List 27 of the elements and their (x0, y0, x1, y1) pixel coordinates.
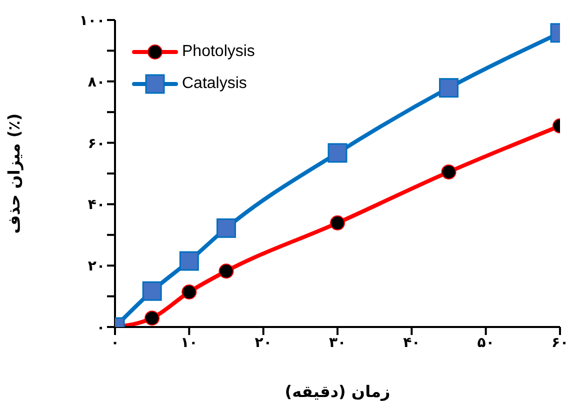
point (328, 143, 348, 163)
point (182, 284, 197, 300)
point (330, 215, 345, 230)
point (441, 164, 456, 180)
y-tick-label: ۰ (96, 320, 105, 336)
y-tick-label: ۲۰ (88, 258, 105, 275)
x-tick-label: ۶۰ (551, 334, 569, 351)
y-tick-label: ۴۰ (88, 197, 105, 214)
x-tick-label: ۱۰ (180, 334, 198, 351)
y-tick-label: ۸۰ (88, 74, 105, 90)
x-tick-label: ۳۰ (328, 334, 346, 351)
x-tick-label: ۰ (110, 334, 120, 351)
x-tick-label: ۲۰ (254, 334, 272, 351)
point (439, 78, 458, 98)
y-tick-label: ۶۰ (88, 136, 105, 152)
x-tick-label: ۴۰ (403, 334, 420, 351)
legend-label: Catalysis (182, 75, 247, 93)
point (218, 264, 234, 279)
point (216, 218, 236, 238)
legend-label: Photolysis (182, 43, 255, 61)
point (144, 310, 160, 326)
y-axis-title: میزان حذف (٪) (4, 113, 24, 234)
point (179, 251, 199, 271)
x-axis-title: زمان (دقیقه) (284, 382, 390, 401)
y-tick-label: ۱۰۰ (79, 12, 105, 29)
x-tick-label: ۵۰ (477, 334, 494, 351)
point (142, 281, 162, 301)
